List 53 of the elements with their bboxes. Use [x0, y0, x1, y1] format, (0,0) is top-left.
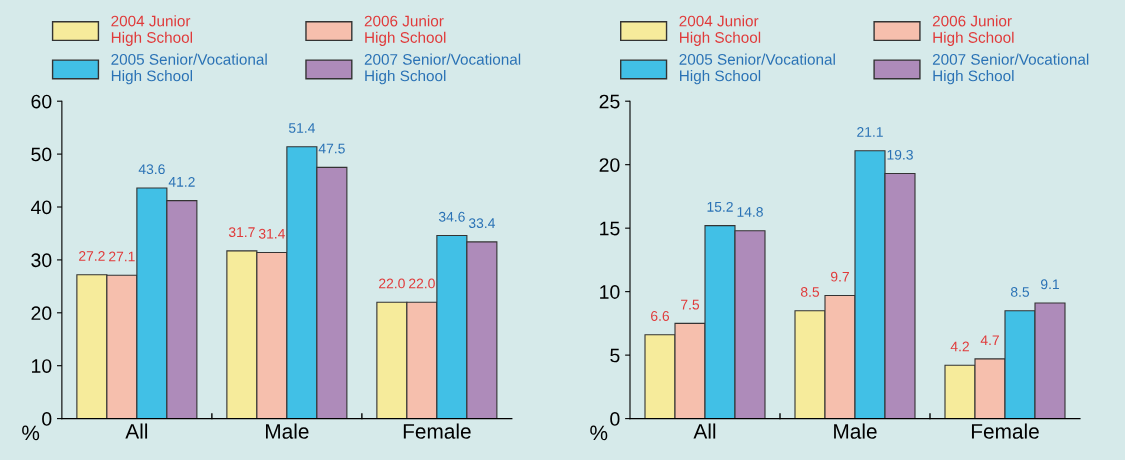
data-label: 31.7: [228, 227, 255, 238]
data-label: 4.2: [950, 341, 969, 352]
data-label: 41.2: [168, 176, 195, 187]
y-tick-label: 30: [31, 253, 52, 268]
x-tick-label: Male: [266, 423, 309, 439]
y-tick-label: 10: [32, 359, 52, 373]
y-tick-label: 50: [31, 147, 52, 162]
data-label: 19.3: [887, 149, 913, 160]
y-tick-label: 20: [31, 306, 52, 321]
data-label: 14.8: [737, 207, 763, 217]
data-label: 21.1: [857, 127, 883, 137]
data-label: 27.1: [109, 251, 135, 262]
data-label: 6.6: [651, 311, 670, 321]
legend-label: 2004 Junior High School: [679, 15, 761, 46]
data-label: 22.0: [379, 278, 405, 289]
y-tick-label: 10: [600, 285, 620, 299]
data-label: 31.4: [258, 228, 285, 239]
data-label: 22.0: [409, 278, 435, 289]
legend-label: 2005 Senior/Vocational High School: [679, 53, 835, 85]
y-tick-label: 5: [610, 348, 620, 363]
y-axis-title: %: [22, 425, 40, 441]
y-tick-label: 25: [599, 94, 620, 109]
x-tick-label: Female: [403, 423, 471, 439]
legend-label: 2005 Senior/Vocational High School: [111, 53, 267, 85]
data-label: 47.5: [318, 143, 345, 154]
x-tick-label: All: [693, 423, 716, 439]
data-label: 27.2: [79, 251, 105, 261]
x-tick-label: All: [125, 423, 148, 439]
y-tick-label: 40: [30, 200, 52, 215]
x-tick-label: Male: [834, 423, 877, 439]
data-label: 51.4: [288, 123, 315, 133]
data-label: 8.5: [800, 286, 820, 297]
legend-label: 2007 Senior/Vocational High School: [364, 53, 521, 85]
y-tick-label: 60: [31, 94, 52, 109]
data-label: 4.7: [980, 335, 999, 345]
data-label: 7.5: [681, 299, 700, 310]
x-tick-label: Female: [971, 423, 1039, 439]
data-label: 8.5: [1010, 286, 1030, 297]
data-label: 43.6: [138, 164, 165, 175]
y-tick-label: 15: [600, 221, 620, 236]
y-tick-label: 0: [610, 412, 620, 426]
y-tick-label: 20: [599, 158, 620, 172]
legend-label: 2006 Junior High School: [364, 15, 446, 46]
data-label: 33.4: [468, 218, 495, 229]
legend-label: 2004 Junior High School: [111, 15, 192, 46]
data-label: 9.7: [831, 271, 849, 282]
data-label: 15.2: [707, 201, 733, 212]
legend-label: 2006 Junior High School: [932, 15, 1014, 46]
y-axis-title: %: [590, 425, 608, 441]
data-label: 34.6: [438, 211, 465, 222]
y-tick-label: 0: [42, 412, 52, 426]
data-label: 9.1: [1041, 279, 1059, 290]
legend-label: 2007 Senior/Vocational High School: [932, 53, 1089, 85]
